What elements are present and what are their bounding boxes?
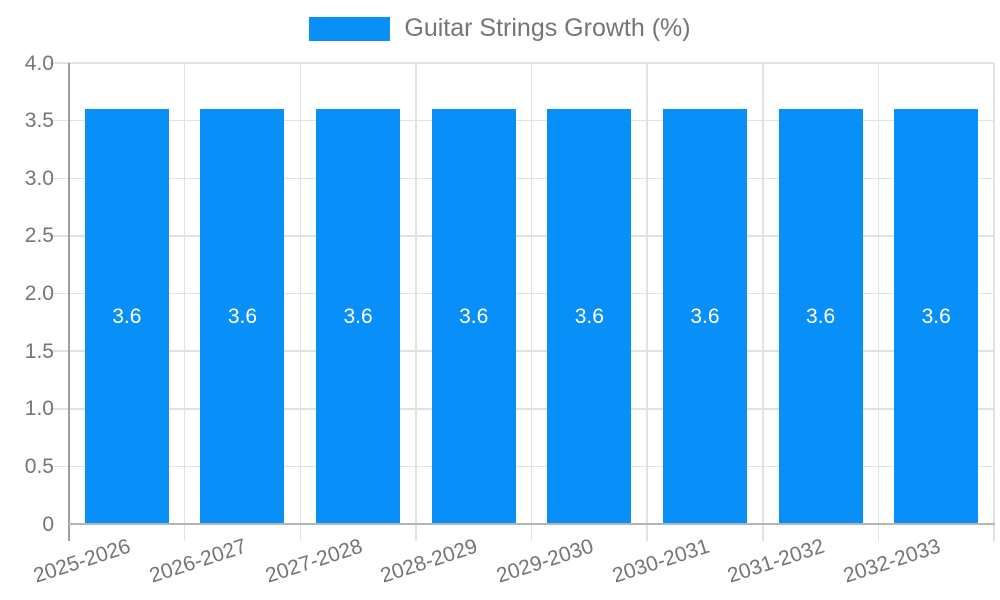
bar-2030-2031[interactable]: 3.6 (662, 109, 747, 524)
bar-2032-2033[interactable]: 3.6 (894, 109, 979, 524)
v-gridline (646, 63, 648, 541)
bar-value-label: 3.6 (805, 304, 836, 328)
h-gridline (49, 62, 994, 64)
legend-item[interactable]: Guitar Strings Growth (%) (309, 14, 691, 43)
bar-2027-2028[interactable]: 3.6 (316, 109, 401, 524)
y-axis-tick-label: 3.0 (24, 166, 54, 190)
x-axis-category-label: 2029-2030 (493, 534, 597, 588)
y-axis-tick-label: 3.5 (24, 109, 54, 133)
chart-legend: Guitar Strings Growth (%) (0, 14, 1000, 43)
h-gridline (49, 292, 994, 295)
x-axis-baseline (68, 523, 995, 525)
v-gridline (877, 63, 880, 541)
x-axis-category-label: 2025-2026 (31, 534, 134, 588)
h-gridline (49, 235, 994, 237)
y-axis-tick-label: 1.0 (24, 397, 54, 421)
x-axis-category-label: 2028-2029 (377, 534, 481, 588)
v-gridline (762, 63, 764, 541)
x-axis-category-label: 2031-2032 (724, 534, 828, 588)
y-axis-tick-label: 2.0 (24, 282, 54, 305)
y-axis-tick-label: 0.5 (24, 454, 54, 478)
bar-2026-2027[interactable]: 3.6 (200, 109, 285, 524)
bar-2029-2030[interactable]: 3.6 (547, 109, 632, 524)
bar-value-label: 3.6 (112, 304, 142, 328)
h-gridline (49, 350, 994, 352)
bar-value-label: 3.6 (574, 304, 604, 328)
bar-value-label: 3.6 (227, 304, 258, 328)
y-axis-tick-label: 4.0 (24, 51, 54, 75)
legend-color-swatch (309, 16, 391, 41)
bar-value-label: 3.6 (921, 304, 951, 328)
x-axis-category-label: 2030-2031 (609, 534, 712, 588)
h-gridline (49, 465, 994, 468)
plot-area: 3.6 3.6 3.6 3.6 3.6 3.6 3.6 3.6 (49, 62, 995, 541)
bar-2025-2026[interactable]: 3.6 (84, 109, 169, 524)
y-axis-tick-label: 2.5 (24, 224, 54, 248)
v-gridline (415, 63, 417, 541)
h-gridline (49, 119, 994, 122)
bar-value-label: 3.6 (459, 304, 489, 328)
x-axis-category-label: 2027-2028 (262, 534, 365, 588)
y-axis-line (68, 63, 70, 541)
y-axis-tick-label: 0 (42, 512, 54, 536)
x-axis-category-label: 2026-2027 (146, 534, 250, 588)
bar-2031-2032[interactable]: 3.6 (778, 109, 863, 524)
bar-value-label: 3.6 (690, 304, 720, 328)
y-axis-tick-label: 1.5 (24, 339, 54, 363)
legend-series-label: Guitar Strings Growth (%) (404, 14, 691, 42)
v-gridline (993, 63, 995, 541)
h-gridline (49, 177, 994, 179)
bar-value-label: 3.6 (343, 304, 373, 328)
v-gridline (183, 63, 186, 541)
v-gridline (530, 63, 533, 541)
bar-2028-2029[interactable]: 3.6 (431, 109, 516, 524)
h-gridline (49, 408, 994, 410)
x-axis-category-label: 2032-2033 (840, 534, 944, 588)
v-gridline (299, 63, 301, 541)
